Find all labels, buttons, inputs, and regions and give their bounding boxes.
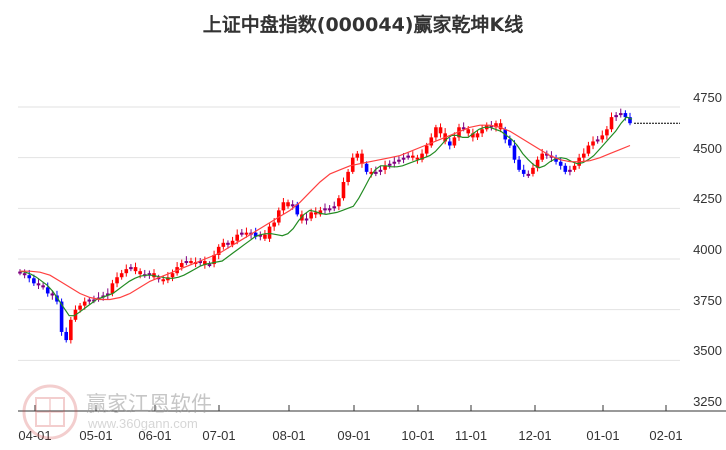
x-tick-label: 08-01	[272, 428, 306, 443]
y-tick-label: 4750	[693, 90, 722, 105]
x-tick-label: 02-01	[649, 428, 683, 443]
watermark-brand: 赢家江恩软件	[86, 392, 212, 416]
chart-title: 上证中盘指数(000044)赢家乾坤K线	[202, 14, 524, 36]
x-tick-label: 11-01	[454, 428, 488, 443]
x-tick-label: 12-01	[518, 428, 552, 443]
x-tick-label: 04-01	[18, 428, 52, 443]
y-tick-label: 3250	[693, 394, 722, 409]
x-tick-label: 10-01	[401, 428, 435, 443]
x-tick-label: 06-01	[138, 428, 172, 443]
x-tick-label: 01-01	[586, 428, 620, 443]
watermark-seal-icon	[22, 384, 78, 440]
y-tick-label: 3750	[693, 292, 722, 308]
y-tick-label: 4500	[693, 140, 722, 156]
x-tick-label: 07-01	[202, 428, 236, 443]
y-tick-label: 3500	[693, 343, 722, 359]
x-tick-label: 09-01	[337, 428, 371, 443]
y-tick-label: 4250	[693, 191, 722, 207]
y-tick-label: 4000	[693, 242, 722, 257]
x-tick-label: 05-01	[79, 428, 113, 443]
watermark-url: www.360gann.com	[88, 416, 198, 431]
